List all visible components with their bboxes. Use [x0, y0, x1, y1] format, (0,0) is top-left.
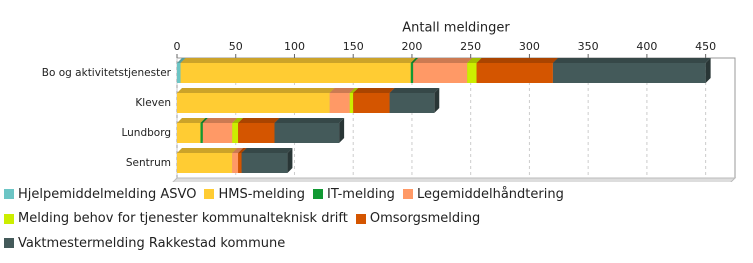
legend-item: Omsorgsmelding: [355, 207, 481, 232]
legend-swatch: [355, 213, 366, 224]
x-tick-label: 100: [284, 40, 305, 53]
bar-face: [410, 63, 414, 83]
bar-face: [287, 148, 293, 173]
bar-face: [274, 118, 345, 123]
bar-face: [552, 63, 706, 83]
bar-segment: [177, 88, 335, 113]
bar-segment: [180, 58, 416, 83]
legend-item: IT-melding: [313, 182, 395, 207]
bar-face: [413, 63, 468, 83]
x-tick-label: 350: [578, 40, 599, 53]
bar-face: [476, 63, 553, 83]
legend-label: Legemiddelhåndtering: [416, 186, 564, 202]
y-tick-label: Lundborg: [121, 127, 171, 139]
bar-face: [232, 153, 239, 173]
bar-face: [467, 63, 477, 83]
bar-segment: [177, 148, 238, 173]
bar-face: [202, 118, 238, 123]
bar-face: [238, 148, 247, 153]
bar-face: [232, 123, 239, 143]
legend: Hjelpemiddelmelding ASVO HMS-melding IT-me…: [4, 182, 644, 256]
bar-face: [238, 118, 280, 123]
bar-face: [180, 58, 416, 63]
bar-face: [389, 88, 440, 93]
bar-face: [177, 63, 181, 83]
legend-item: Hjelpemiddelmelding ASVO: [4, 182, 196, 207]
legend-swatch: [4, 238, 14, 249]
legend-item: Melding behov for tjenester kommunaltekn…: [4, 207, 348, 232]
x-tick-label: 200: [401, 40, 422, 53]
bar-segment: [353, 88, 395, 113]
bar-face: [705, 58, 711, 83]
bar-segment: [413, 58, 473, 83]
chart: Antall meldinger 0 50 100 150 200 250 300 350 40…: [42, 21, 737, 184]
bar-segment: [274, 118, 345, 143]
bar-segment: [241, 148, 293, 173]
bar-face: [177, 148, 238, 153]
legend-label: Hjelpemiddelmelding ASVO: [18, 186, 197, 202]
bar-face: [238, 123, 275, 143]
x-tick-label: 250: [460, 40, 481, 53]
bar-face: [552, 58, 711, 63]
bar-face: [349, 88, 359, 93]
bar-face: [329, 88, 355, 93]
bar-face: [353, 93, 390, 113]
bar-segment: [476, 58, 558, 83]
bar-face: [202, 123, 233, 143]
legend-label: Omsorgsmelding: [369, 211, 481, 227]
bar-segment: [238, 118, 280, 143]
bar-face: [241, 153, 288, 173]
legend-swatch: [4, 213, 14, 224]
bar-face: [177, 58, 186, 63]
legend-label: Vaktmestermelding Rakkestad kommune: [18, 235, 286, 251]
y-tick-label: Kleven: [135, 97, 171, 109]
bar-face: [180, 63, 411, 83]
x-tick-label: 400: [636, 40, 657, 53]
legend-label: Melding behov for tjenester kommunaltekn…: [18, 211, 348, 227]
bar-face: [241, 148, 293, 153]
bar-face: [410, 58, 419, 63]
bar-face: [177, 123, 201, 143]
bar-face: [177, 153, 233, 173]
legend-item: HMS-melding: [204, 182, 305, 207]
x-tick-label: 450: [695, 40, 716, 53]
bar-face: [200, 118, 208, 123]
bar-face: [389, 93, 435, 113]
bar-face: [238, 153, 242, 173]
legend-swatch: [313, 189, 324, 200]
bar-face: [232, 118, 244, 123]
bar-face: [177, 118, 206, 123]
bar-segment: [389, 88, 440, 113]
bar-face: [476, 58, 558, 63]
bar-face: [339, 118, 345, 143]
legend-label: IT-melding: [327, 186, 395, 202]
legend-swatch: [402, 189, 413, 200]
bar-face: [232, 148, 244, 153]
bar-face: [200, 123, 203, 143]
bar-face: [413, 58, 473, 63]
bar-face: [353, 88, 395, 93]
bar-face: [274, 123, 340, 143]
y-tick-label: Sentrum: [126, 157, 171, 169]
x-tick-label: 50: [229, 40, 243, 53]
legend-item: Vaktmestermelding Rakkestad kommune: [4, 231, 285, 256]
legend-item: Legemiddelhåndtering: [402, 182, 564, 207]
y-tick-label: Bo og aktivitetstjenester: [42, 67, 172, 79]
bar-face: [329, 93, 350, 113]
bar-face: [177, 88, 335, 93]
x-tick-label: 300: [519, 40, 540, 53]
bar-segment: [552, 58, 711, 83]
axis-title: Antall meldinger: [402, 21, 510, 36]
legend-swatch: [4, 189, 14, 200]
bar-segment: [202, 118, 238, 143]
x-tick-label: 0: [174, 40, 181, 53]
legend-swatch: [204, 189, 215, 200]
bar-face: [467, 58, 482, 63]
bar-face: [177, 93, 330, 113]
legend-label: HMS-melding: [218, 186, 306, 202]
x-tick-label: 150: [343, 40, 364, 53]
bar-face: [349, 93, 354, 113]
bar-face: [434, 88, 440, 113]
